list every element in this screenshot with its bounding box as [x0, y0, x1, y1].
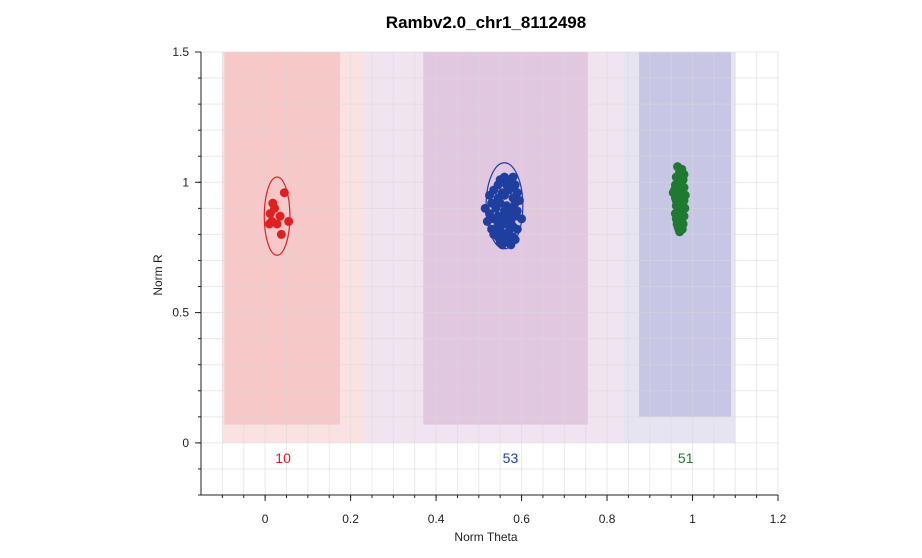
data-point: [510, 180, 520, 190]
data-point: [265, 209, 275, 219]
x-axis-label: Norm Theta: [454, 530, 517, 544]
chart-title: Rambv2.0_chr1_8112498: [386, 13, 586, 32]
cluster-count-label-1: 53: [503, 450, 519, 466]
data-point: [676, 185, 686, 195]
grid-layer: [201, 51, 779, 496]
data-point: [671, 196, 681, 206]
data-point: [276, 229, 286, 239]
axes-layer: 0 0.2 0.4 0.6 0.8 1 1.2 0 0.5 1 1.5: [172, 45, 786, 526]
x-tick-label: 0.4: [428, 512, 445, 526]
data-point: [499, 190, 509, 200]
y-axis-label: Norm R: [151, 254, 165, 296]
data-point: [497, 240, 507, 250]
data-point: [668, 188, 678, 198]
y-tick-label: 1: [182, 175, 189, 189]
counts-layer: 10 53 51: [275, 450, 693, 466]
cluster-count-label-2: 51: [678, 450, 694, 466]
x-tick-label: 1: [689, 512, 696, 526]
y-tick-label: 1.5: [172, 45, 189, 59]
data-point: [275, 211, 285, 221]
data-point: [264, 219, 274, 229]
data-point: [491, 203, 501, 213]
data-point: [512, 224, 522, 234]
data-point: [506, 240, 516, 250]
x-tick-label: 0.6: [513, 512, 530, 526]
data-point: [284, 216, 294, 226]
data-point: [485, 190, 494, 200]
data-point: [517, 214, 527, 224]
data-point: [673, 175, 683, 185]
x-tick-label: 0: [262, 512, 269, 526]
data-point: [279, 188, 289, 198]
y-tick-label: 0.5: [172, 306, 189, 320]
data-point: [508, 172, 518, 182]
x-tick-label: 0.2: [342, 512, 359, 526]
data-point: [499, 214, 509, 224]
cluster-count-label-0: 10: [275, 450, 291, 466]
data-point: [272, 219, 282, 229]
points-layer: [264, 162, 690, 250]
x-tick-label: 0.8: [599, 512, 616, 526]
x-tick-label: 1.2: [770, 512, 787, 526]
cluster-ellipse-0: [263, 176, 291, 256]
y-tick-label: 0: [182, 436, 189, 450]
data-point: [675, 227, 685, 237]
data-point: [482, 216, 492, 226]
